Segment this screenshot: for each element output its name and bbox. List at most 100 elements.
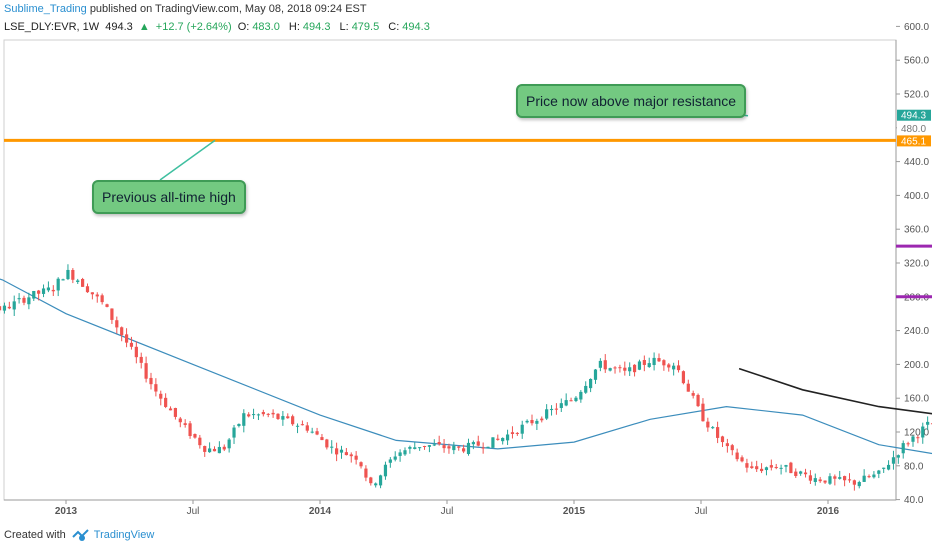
candle-body <box>579 391 583 400</box>
ath-callout[interactable]: Previous all-time high <box>92 180 246 214</box>
time-tick-label: Jul <box>187 506 200 517</box>
candle-body <box>271 412 275 415</box>
candle-body <box>17 298 21 300</box>
candle-body <box>300 424 305 426</box>
candle-body <box>227 439 231 449</box>
publisher-link[interactable]: Sublime_Trading <box>4 3 87 15</box>
candle-body <box>779 467 783 469</box>
ath-connector <box>159 139 216 181</box>
candle-body <box>237 423 241 427</box>
candle-body <box>926 421 930 425</box>
candle-body <box>598 360 602 368</box>
candle-body <box>349 454 353 457</box>
candle-body <box>242 413 246 426</box>
candle-body <box>603 360 607 370</box>
candle-body <box>422 446 427 448</box>
candle-body <box>276 413 280 420</box>
candle-body <box>530 419 534 424</box>
candle-body <box>41 288 46 294</box>
candle-body <box>911 436 915 442</box>
candle-body <box>129 342 134 347</box>
time-tick-label: 2015 <box>563 506 586 517</box>
candle-body <box>295 425 300 427</box>
candle-body <box>178 418 182 423</box>
candle-body <box>901 443 905 454</box>
change: +12.7 (+2.64%) <box>155 21 232 33</box>
candle-body <box>774 466 778 469</box>
candle-body <box>706 421 710 428</box>
price-label-bg <box>897 135 931 147</box>
candle-body <box>291 416 295 425</box>
candle-body <box>764 467 769 471</box>
candle-body <box>520 424 524 434</box>
candle-body <box>51 289 55 292</box>
candle-body <box>105 304 109 307</box>
candle-body <box>81 278 85 287</box>
candle-body <box>247 414 251 417</box>
price-label-bg <box>897 109 931 121</box>
candle-body <box>251 414 256 416</box>
candle-body <box>515 432 519 434</box>
candle-body <box>398 452 402 456</box>
candle-body <box>325 439 329 448</box>
candle-body <box>852 480 856 485</box>
candle-body <box>740 457 744 462</box>
candle-body <box>618 367 622 369</box>
candle-body <box>442 445 446 449</box>
candle-body <box>735 452 739 460</box>
candle-body <box>808 475 813 481</box>
candle-body <box>730 445 734 451</box>
ohlc-close: C: 494.3 <box>388 21 430 33</box>
candle-body <box>818 479 822 482</box>
price-label: 494.3 <box>901 111 926 122</box>
resistance-callout[interactable]: Price now above major resistance <box>516 84 747 118</box>
candle-body <box>613 367 617 369</box>
candle-body <box>833 476 837 479</box>
candle-body <box>652 357 656 366</box>
candle-body <box>315 431 319 435</box>
ohlc-low: L: 479.5 <box>339 21 380 33</box>
candle-body <box>46 287 51 291</box>
last-price: 494.3 <box>105 21 133 33</box>
candle-body <box>2 305 7 311</box>
candle-body <box>647 363 651 368</box>
candle-body <box>867 476 871 478</box>
candle-body <box>921 426 925 438</box>
ohlc-high: H: 494.3 <box>288 21 331 33</box>
candle-body <box>144 363 148 379</box>
candle-body <box>310 431 314 433</box>
time-tick-label: 2016 <box>817 506 840 517</box>
candle-body <box>720 436 725 443</box>
candle-body <box>857 482 861 487</box>
symbol: LSE_DLY:EVR, 1W <box>4 21 100 33</box>
candle-body <box>813 478 817 482</box>
candle-body <box>222 446 226 450</box>
candle-body <box>344 452 348 456</box>
candle-body <box>686 383 690 392</box>
candle-body <box>481 447 485 449</box>
candle-body <box>256 414 261 416</box>
candle-body <box>642 360 646 365</box>
candle-body <box>466 442 471 455</box>
price-tick-label: 240.0 <box>904 326 929 337</box>
candle-body <box>784 465 788 467</box>
candle-body <box>203 446 207 452</box>
candle-body <box>496 438 500 440</box>
candle-body <box>505 434 510 441</box>
candle-body <box>569 400 573 402</box>
candle-body <box>354 455 358 460</box>
candle-body <box>85 286 90 293</box>
tradingview-brand[interactable]: TradingView <box>93 529 155 541</box>
candle-body <box>803 472 808 475</box>
candle-body <box>286 416 290 419</box>
candle-body <box>193 434 197 438</box>
symbol-line: LSE_DLY:EVR, 1W 494.3 ▲ +12.7 (+2.64%) O… <box>4 21 436 33</box>
candle-body <box>632 364 637 373</box>
candle-body <box>0 306 2 311</box>
candle-body <box>115 320 119 328</box>
price-tick-label: 160.0 <box>904 394 929 405</box>
up-triangle-icon: ▲ <box>138 21 150 33</box>
candle-body <box>418 447 422 449</box>
candle-body <box>554 408 559 410</box>
